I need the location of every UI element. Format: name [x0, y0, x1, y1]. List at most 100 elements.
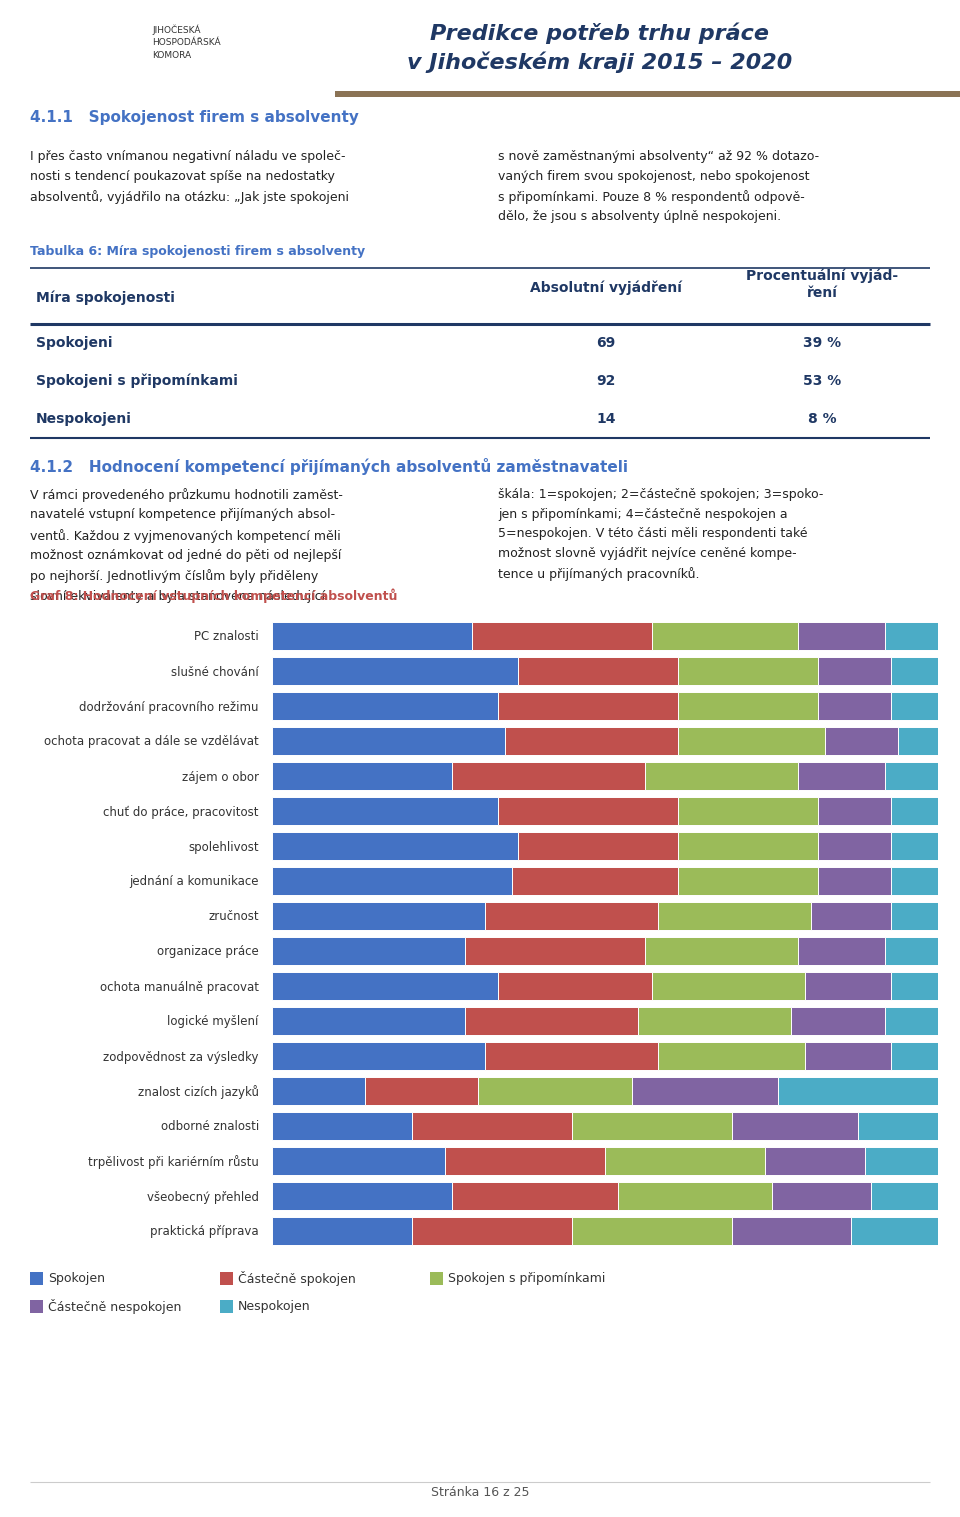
Bar: [430, 1271, 443, 1285]
Bar: [30, 1271, 43, 1285]
Bar: [818, 796, 892, 825]
Bar: [645, 762, 798, 789]
Bar: [818, 657, 892, 684]
Bar: [892, 796, 938, 825]
Text: v Jihočeském kraji 2015 – 2020: v Jihočeském kraji 2015 – 2020: [407, 52, 793, 73]
Bar: [220, 1300, 233, 1314]
Text: 8 %: 8 %: [807, 413, 836, 426]
Text: JIHOČESKÁ
HOSPODÁŘSKÁ
KOMORA: JIHOČESKÁ HOSPODÁŘSKÁ KOMORA: [152, 24, 221, 59]
Bar: [765, 1147, 865, 1174]
Bar: [798, 622, 885, 649]
Bar: [779, 1077, 938, 1104]
Bar: [892, 901, 938, 930]
Bar: [885, 1006, 938, 1035]
Bar: [885, 936, 938, 965]
Text: škála: 1=spokojen; 2=částečně spokojen; 3=spoko-
jen s připomínkami; 4=částečně : škála: 1=spokojen; 2=částečně spokojen; …: [498, 488, 824, 581]
Text: 4.1.1   Spokojenost firem s absolventy: 4.1.1 Spokojenost firem s absolventy: [30, 109, 359, 124]
Bar: [466, 1006, 638, 1035]
Bar: [220, 1271, 233, 1285]
Bar: [818, 692, 892, 719]
Bar: [898, 727, 938, 754]
Bar: [272, 762, 452, 789]
Bar: [804, 1042, 892, 1069]
Bar: [272, 1182, 452, 1209]
Bar: [732, 1217, 852, 1244]
Bar: [272, 1077, 365, 1104]
Bar: [791, 1006, 885, 1035]
Bar: [892, 1042, 938, 1069]
Bar: [679, 692, 818, 719]
Text: Procentuální vyjád-
ření: Procentuální vyjád- ření: [746, 269, 898, 300]
Text: Částečně nespokojen: Částečně nespokojen: [48, 1299, 181, 1314]
Bar: [335, 91, 960, 97]
Bar: [445, 1147, 605, 1174]
Bar: [466, 936, 645, 965]
Bar: [885, 762, 938, 789]
Bar: [605, 1147, 765, 1174]
Bar: [679, 866, 818, 895]
Bar: [892, 866, 938, 895]
Text: Nespokojen: Nespokojen: [238, 1300, 311, 1314]
Text: Absolutní vyjádření: Absolutní vyjádření: [530, 281, 682, 296]
Bar: [478, 1077, 632, 1104]
Bar: [885, 622, 938, 649]
Bar: [505, 727, 679, 754]
Bar: [572, 1217, 732, 1244]
Bar: [652, 622, 798, 649]
Bar: [272, 1217, 412, 1244]
Text: Spokojen: Spokojen: [48, 1271, 105, 1285]
Bar: [659, 901, 811, 930]
Text: Spokojeni s připomínkami: Spokojeni s připomínkami: [36, 373, 238, 388]
Bar: [679, 831, 818, 860]
Bar: [858, 1112, 938, 1139]
Text: Spokojen s připomínkami: Spokojen s připomínkami: [448, 1271, 606, 1285]
Bar: [679, 727, 825, 754]
Bar: [659, 1042, 804, 1069]
Bar: [818, 831, 892, 860]
Text: 4.1.2   Hodnocení kompetencí přijímaných absolventů zaměstnavateli: 4.1.2 Hodnocení kompetencí přijímaných a…: [30, 458, 628, 475]
Bar: [825, 727, 898, 754]
Bar: [892, 971, 938, 1000]
Bar: [272, 1147, 445, 1174]
Text: V rámci provedeného průzkumu hodnotili zaměst-
navatelé vstupní kompetence přijí: V rámci provedeného průzkumu hodnotili z…: [30, 488, 343, 602]
Bar: [365, 1077, 478, 1104]
Bar: [452, 762, 645, 789]
Text: I přes často vnímanou negativní náladu ve společ-
nosti s tendencí poukazovat sp: I přes často vnímanou negativní náladu v…: [30, 150, 349, 203]
Bar: [518, 657, 679, 684]
Bar: [272, 936, 466, 965]
Bar: [412, 1112, 572, 1139]
Bar: [485, 901, 659, 930]
Bar: [272, 692, 498, 719]
Bar: [679, 657, 818, 684]
Bar: [632, 1077, 779, 1104]
Bar: [652, 971, 804, 1000]
Bar: [872, 1182, 938, 1209]
Bar: [272, 1006, 466, 1035]
Text: Spokojeni: Spokojeni: [36, 335, 112, 350]
Bar: [498, 692, 679, 719]
Bar: [811, 901, 892, 930]
Bar: [485, 1042, 659, 1069]
Bar: [512, 866, 679, 895]
Bar: [498, 796, 679, 825]
Bar: [804, 971, 892, 1000]
Text: 14: 14: [596, 413, 615, 426]
Bar: [272, 1112, 412, 1139]
Bar: [272, 796, 498, 825]
Bar: [272, 727, 505, 754]
Bar: [272, 866, 512, 895]
Bar: [412, 1217, 572, 1244]
Bar: [852, 1217, 938, 1244]
Bar: [471, 622, 652, 649]
Bar: [798, 762, 885, 789]
Bar: [618, 1182, 772, 1209]
Text: 69: 69: [596, 335, 615, 350]
Text: s nově zaměstnanými absolventy“ až 92 % dotazo-
vaných firem svou spokojenost, n: s nově zaměstnanými absolventy“ až 92 % …: [498, 150, 819, 223]
Bar: [30, 1300, 43, 1314]
Text: Částečně spokojen: Částečně spokojen: [238, 1271, 356, 1286]
Text: Graf 8: Hodnocení vstupních kompetencí absolventů: Graf 8: Hodnocení vstupních kompetencí a…: [30, 589, 397, 604]
Bar: [892, 692, 938, 719]
Bar: [865, 1147, 938, 1174]
Bar: [272, 831, 518, 860]
Text: Predikce potřeb trhu práce: Predikce potřeb trhu práce: [430, 23, 770, 44]
